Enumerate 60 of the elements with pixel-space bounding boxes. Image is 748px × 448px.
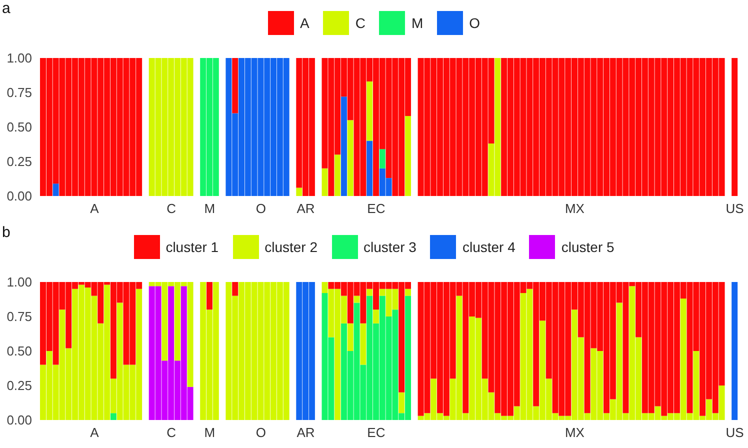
x-tick-label: AR: [296, 201, 315, 216]
bar: [366, 81, 373, 141]
legend-label: cluster 3: [364, 239, 416, 255]
y-tick-label: 0.50: [6, 120, 32, 135]
legend-label: A: [300, 15, 310, 31]
x-tick-label: C: [166, 425, 176, 440]
x-tick-label: A: [90, 425, 100, 440]
bar: [366, 140, 373, 196]
bar: [732, 282, 738, 420]
y-tick-label: 0.25: [6, 378, 32, 394]
bar: [296, 188, 302, 196]
y-tick-label: 0.00: [6, 188, 32, 204]
legend-label: cluster 4: [462, 239, 516, 255]
x-tick-label: MX: [564, 425, 585, 440]
y-tick-label: 0.75: [6, 309, 32, 324]
legend-label: C: [355, 15, 366, 31]
y-tick-label: 0.00: [6, 412, 32, 428]
y-tick-label: 1.00: [6, 274, 32, 290]
bar: [354, 296, 360, 303]
chart-title: a: [2, 0, 10, 17]
bar: [398, 392, 405, 414]
x-tick-label: EC: [367, 201, 386, 216]
chart-title: b: [2, 224, 10, 241]
bar: [52, 184, 59, 196]
bar: [732, 58, 738, 196]
x-tick-label: US: [726, 425, 744, 440]
bar: [322, 168, 328, 196]
bar: [206, 282, 212, 310]
bar: [110, 413, 116, 420]
legend-label: M: [411, 15, 424, 31]
bar: [232, 282, 238, 296]
y-tick-label: 0.25: [6, 154, 32, 170]
y-tick-label: 0.75: [6, 85, 32, 100]
x-tick-label: C: [166, 201, 176, 216]
legend-label: cluster 1: [166, 239, 219, 255]
legend-label: O: [469, 15, 480, 31]
x-tick-label: M: [204, 425, 216, 440]
bar: [366, 288, 373, 296]
x-tick-label: AR: [296, 425, 315, 440]
bar: [347, 120, 354, 196]
bar: [232, 58, 238, 114]
x-tick-label: US: [726, 201, 744, 216]
legend-label: cluster 5: [561, 239, 614, 255]
bar: [405, 288, 412, 296]
y-tick-label: 1.00: [6, 50, 32, 66]
x-tick-label: O: [256, 425, 266, 440]
x-tick-label: MX: [564, 201, 585, 216]
bar: [347, 323, 354, 351]
x-tick-label: M: [204, 201, 216, 216]
bar: [372, 310, 379, 324]
bar: [405, 116, 412, 196]
x-tick-label: A: [90, 201, 100, 216]
y-tick-label: 0.50: [6, 344, 32, 359]
bar: [340, 96, 347, 196]
x-tick-label: O: [256, 201, 266, 216]
x-tick-label: EC: [367, 425, 386, 440]
bar: [360, 323, 366, 365]
bar: [334, 154, 341, 196]
legend-label: cluster 2: [264, 239, 318, 255]
bar: [379, 149, 386, 168]
